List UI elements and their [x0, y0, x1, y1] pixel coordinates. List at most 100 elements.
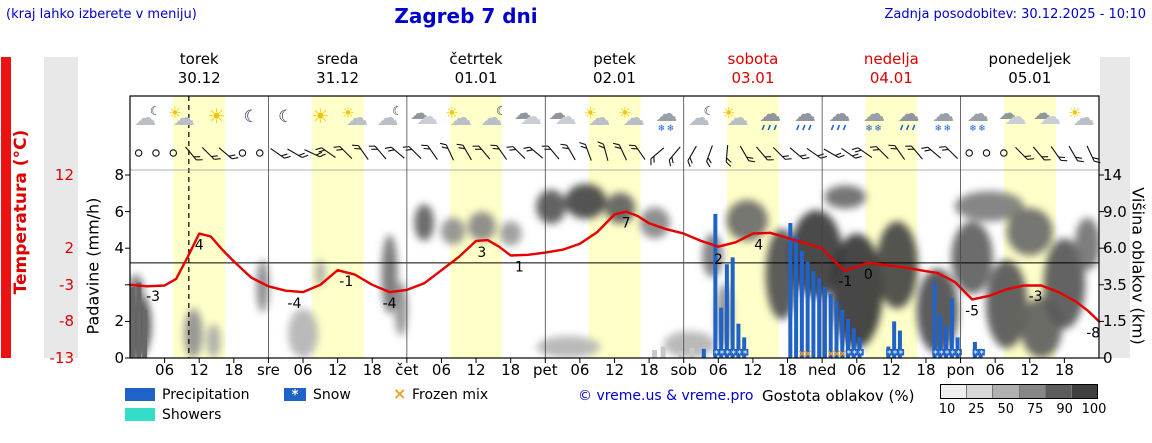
cloud-rain-icon: ☁: [759, 102, 781, 131]
svg-text:*: *: [974, 350, 979, 360]
svg-text:2: 2: [714, 252, 723, 268]
cloud-tick-label: 6.0: [1103, 239, 1127, 258]
svg-text:☁: ☁: [688, 106, 710, 131]
day-header-četrtek: četrtek 01.01: [407, 50, 545, 88]
day-name: četrtek: [449, 50, 503, 68]
svg-text:☾: ☾: [150, 104, 161, 118]
sun-cloud-icon: ☀☁: [1068, 104, 1095, 131]
cloud-density-colorbar: [940, 384, 1098, 399]
svg-text:*: *: [979, 350, 984, 360]
svg-text:*: *: [887, 350, 892, 360]
svg-text:-4: -4: [287, 296, 301, 312]
day-date: 02.01: [593, 69, 636, 87]
moon-icon: ☾: [278, 107, 293, 127]
cloud-icon: ☁☁: [1033, 103, 1061, 130]
svg-text:☁: ☁: [727, 106, 749, 131]
colorbar-tick-label: 75: [1026, 402, 1044, 417]
svg-text:06: 06: [293, 361, 312, 379]
svg-text:*: *: [893, 350, 898, 360]
cloud-snow-icon: ☁❄ ❄: [932, 102, 954, 134]
cloud-tick-label: 14: [1103, 166, 1123, 184]
svg-text:❄: ❄: [934, 124, 942, 134]
cloud-rain-icon: ☁: [794, 102, 816, 131]
svg-text:12: 12: [882, 361, 901, 379]
cloud-snow-icon: ☁❄ ❄: [967, 102, 989, 134]
snow-markers: * * * * * * * * * * * * * * * * * * *: [713, 349, 985, 360]
svg-text:sre: sre: [257, 361, 280, 379]
svg-text:☁: ☁: [1004, 105, 1026, 130]
svg-text:*: *: [852, 350, 857, 360]
sun-icon: ☀: [208, 104, 226, 128]
ground-cloud-bar: [136, 282, 142, 358]
svg-text:pon: pon: [946, 361, 974, 379]
temp-tick-label: 2: [64, 239, 74, 258]
cloud-rain-icon: ☁: [898, 102, 920, 131]
cloud-snow-icon: ☁❄ ❄: [655, 102, 677, 134]
svg-text:×: ×: [797, 347, 806, 360]
svg-text:☁: ☁: [794, 102, 816, 127]
svg-text:☀: ☀: [618, 104, 631, 122]
svg-text:*: *: [933, 350, 938, 360]
svg-text:☁: ☁: [173, 106, 195, 131]
cloud-moon-icon: ☾☁: [377, 104, 403, 131]
svg-text:☾: ☾: [244, 107, 259, 127]
svg-text:☀: ☀: [583, 104, 596, 122]
svg-text:*: *: [899, 350, 904, 360]
temp-tick-label: -13: [49, 349, 75, 367]
svg-text:☁: ☁: [480, 106, 502, 131]
low-cloud-bar: [660, 346, 666, 358]
svg-text:12: 12: [467, 361, 486, 379]
svg-text:*: *: [858, 350, 863, 360]
svg-text:06: 06: [432, 361, 451, 379]
cloud-icon: ☁☁: [514, 103, 542, 130]
svg-text:*: *: [743, 350, 748, 360]
moon-icon: ☾: [244, 107, 259, 127]
svg-text:☁: ☁: [759, 102, 781, 127]
svg-text:☀: ☀: [311, 104, 329, 128]
cloud-cover-layer: [130, 183, 1099, 358]
svg-text:-1: -1: [838, 274, 852, 290]
svg-text:×: ×: [803, 347, 812, 360]
cloud-icon: ☁☁: [549, 103, 577, 130]
low-cloud-bar: [689, 347, 695, 358]
svg-text:*: *: [714, 350, 719, 360]
svg-text:12: 12: [605, 361, 624, 379]
day-header-sreda: sreda 31.12: [268, 50, 406, 88]
frozen-mix-icon: ×: [393, 384, 407, 403]
left-axis-strip: [44, 57, 78, 358]
precip-tick-label: 2: [114, 312, 124, 331]
credit-link[interactable]: © vreme.us & vreme.pro: [578, 388, 754, 404]
svg-text:☀: ☀: [1068, 104, 1081, 122]
snow-legend-swatch: *: [284, 388, 306, 402]
svg-text:❄: ❄: [658, 124, 666, 134]
sun-cloud-icon: ☀☁: [341, 104, 368, 131]
svg-text:3: 3: [477, 245, 486, 261]
cloud-tick-label: 3.5: [1103, 275, 1127, 294]
day-date: 31.12: [316, 69, 360, 87]
svg-text:-4: -4: [383, 296, 397, 312]
day-header-sobota: sobota 03.01: [684, 50, 822, 88]
svg-text:0: 0: [864, 267, 873, 283]
svg-text:*: *: [950, 350, 955, 360]
svg-text:❄: ❄: [969, 124, 977, 134]
svg-text:☁: ☁: [998, 103, 1016, 124]
svg-text:*: *: [720, 350, 725, 360]
svg-text:-1: -1: [339, 274, 353, 290]
temperature-color-strip: [1, 57, 11, 358]
svg-text:☁: ☁: [1033, 103, 1051, 124]
weather-icons-row: ☾☁ ☀☁ ☀ ☾ ☾ ☀ ☀☁ ☾☁ ☁☁ ☀☁ ☾☁ ☁☁ ☁☁ ☀☁ ☀☁ ☁❄ ❄☾☁ ☀☁ ☁ ☁ ☁ ☁❄ ❄☁…: [134, 102, 1094, 134]
svg-text:*: *: [737, 350, 742, 360]
day-header-ponedeljek: ponedeljek 05.01: [961, 50, 1099, 88]
day-name: sreda: [316, 50, 359, 68]
svg-text:06: 06: [986, 361, 1005, 379]
svg-text:×: ×: [826, 347, 835, 360]
ground-cloud-bar: [130, 287, 136, 358]
precip-tick-label: 8: [114, 166, 124, 184]
sun-cloud-icon: ☀☁: [618, 104, 645, 131]
svg-text:☾: ☾: [278, 107, 293, 127]
svg-text:☁: ☁: [898, 102, 920, 127]
svg-text:☁: ☁: [520, 105, 542, 130]
day-date: 03.01: [731, 69, 775, 87]
svg-text:❄: ❄: [978, 124, 986, 134]
svg-text:-8: -8: [1086, 325, 1100, 341]
